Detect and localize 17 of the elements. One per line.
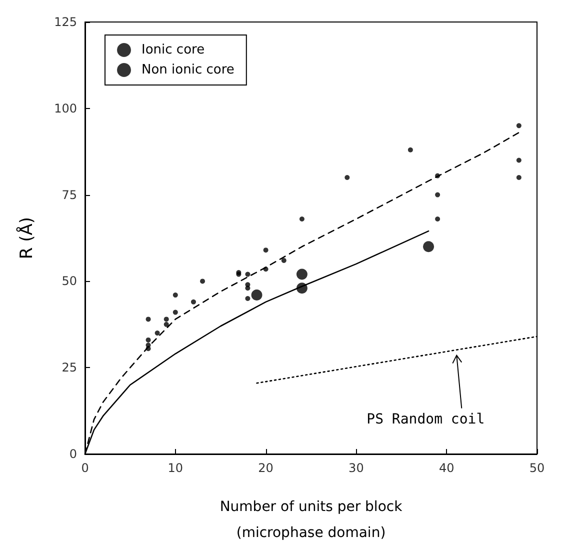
legend-label: Ionic core: [142, 42, 205, 58]
x-tick-label: 10: [168, 461, 184, 475]
legend-label: Non ionic core: [142, 62, 234, 78]
y-tick-label: 75: [62, 188, 77, 202]
annotation: PS Random coil: [366, 411, 485, 428]
x-tick-label: 50: [529, 461, 545, 475]
y-tick-label: 125: [54, 15, 77, 29]
y-axis-title: R (Å): [16, 216, 37, 260]
y-tick-label: 0: [69, 447, 77, 461]
y-tick-label: 25: [62, 360, 77, 375]
x-tick-label: 0: [81, 461, 89, 475]
y-tick-label: 50: [62, 274, 77, 288]
x-axis-title: Number of units per block (microphase domain): [220, 499, 404, 541]
x-tick-label: 40: [438, 461, 454, 475]
x-tick-label: 30: [348, 461, 364, 475]
y-tick-label: 100: [54, 101, 77, 116]
x-tick-label: 20: [258, 461, 274, 475]
